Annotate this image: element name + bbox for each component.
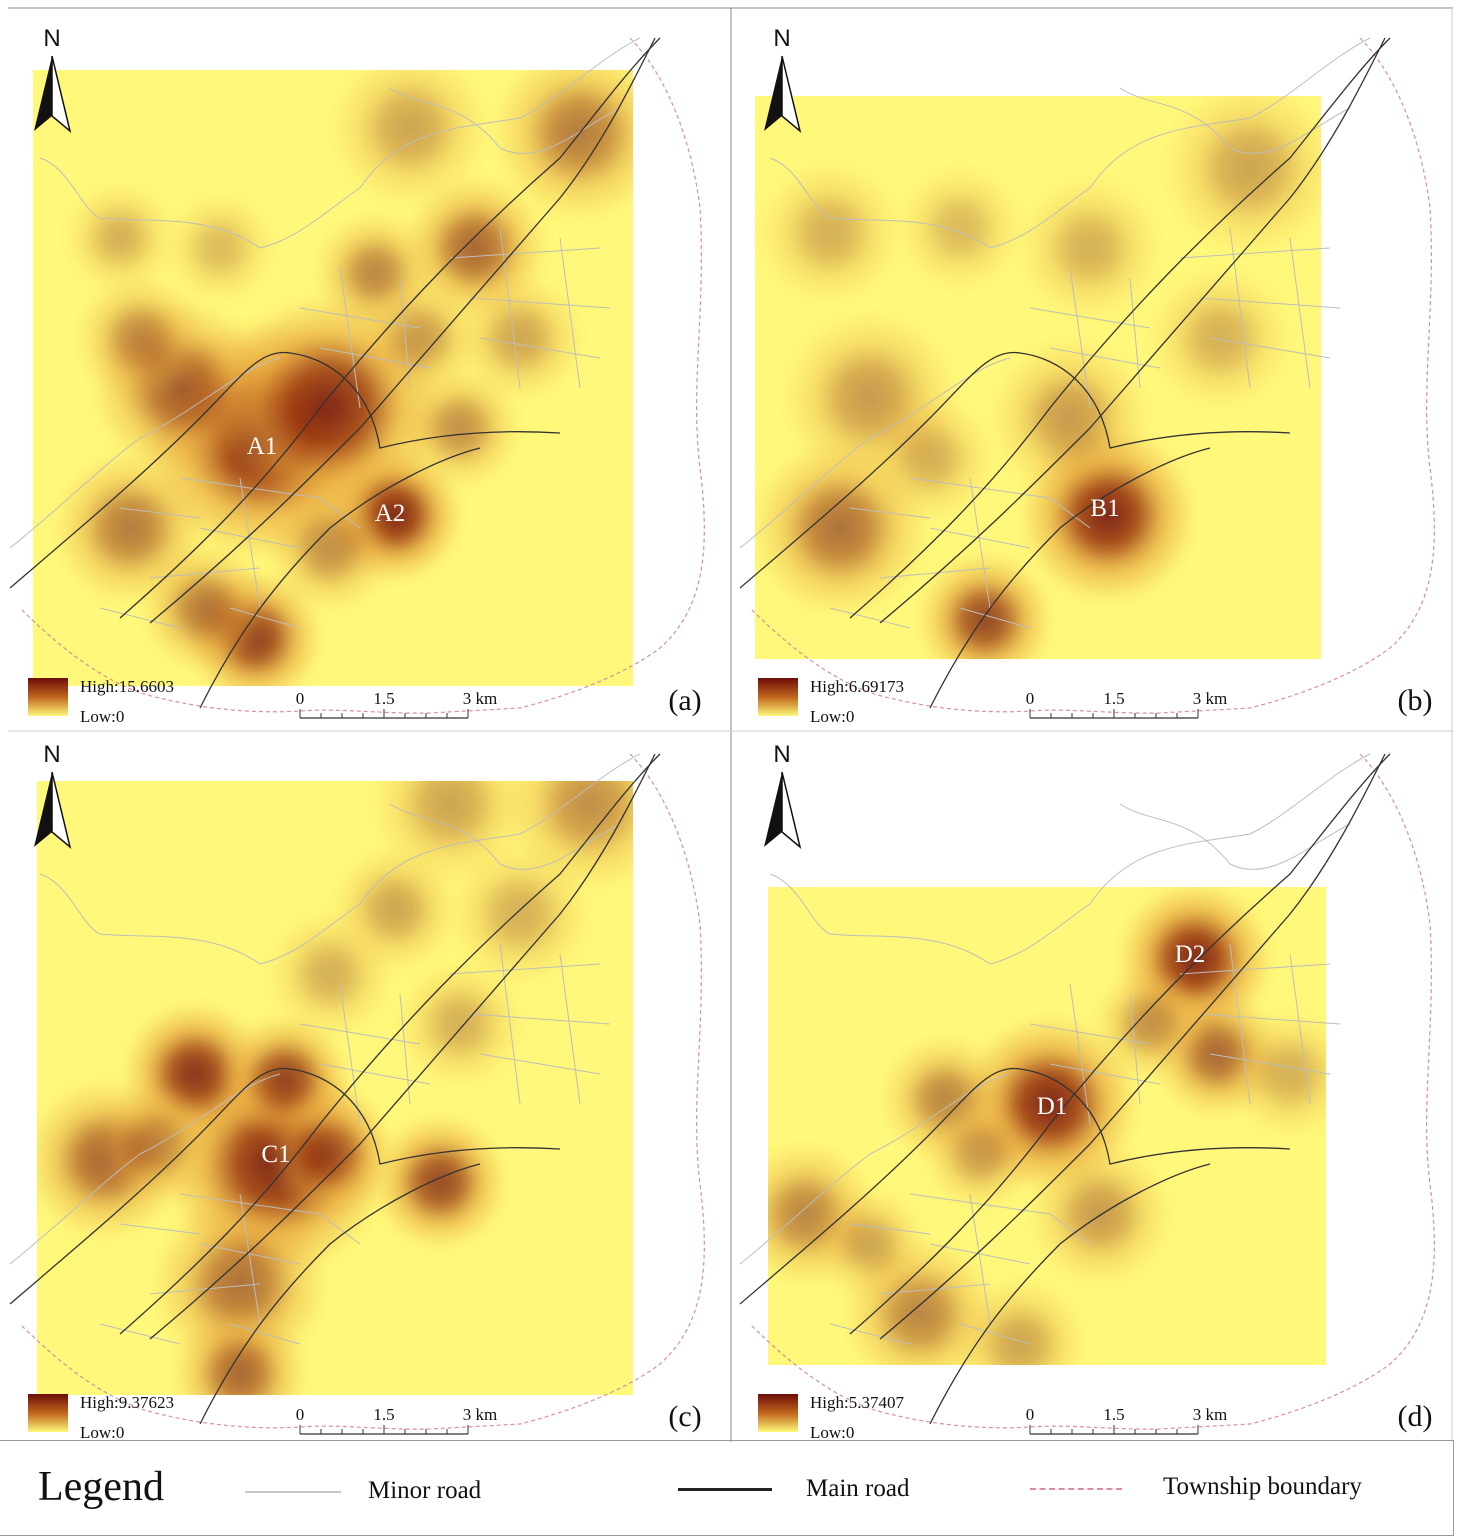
- density-blob: [1028, 1142, 1172, 1286]
- panel-dividers: [8, 7, 1453, 1442]
- density-blob: [164, 192, 276, 304]
- density-blob: [917, 552, 1053, 659]
- density-blob: [866, 394, 994, 522]
- high-value: High:9.37623: [80, 1393, 174, 1412]
- scale-tick-label: 1.5: [373, 689, 394, 708]
- density-ramp: High:9.37623 Low:0: [28, 1393, 174, 1440]
- map-legend: Legend Minor road Main road Township bou…: [0, 1440, 1454, 1536]
- township-boundary: [749, 753, 1435, 1430]
- scale-bar: 0 1.5 3 km: [1026, 1405, 1227, 1435]
- density-blob: [330, 70, 490, 208]
- main-roads: [739, 37, 1391, 709]
- density-ramp: High:6.69173 Low:0: [758, 677, 904, 724]
- north-label: N: [773, 25, 790, 52]
- legend-title: Legend: [38, 1464, 164, 1510]
- scale-bar: 0 1.5 3 km: [1026, 689, 1227, 719]
- township-boundary: [19, 753, 705, 1430]
- density-blob: [53, 451, 207, 605]
- scale-tick-label: 0: [1026, 689, 1035, 708]
- low-value: Low:0: [80, 1423, 124, 1440]
- density-blob: [266, 484, 394, 612]
- north-label: N: [43, 741, 60, 768]
- minor-roads: [9, 37, 641, 629]
- hotspot-label-c1: C1: [261, 1141, 290, 1168]
- panel-tag: (b): [1398, 684, 1433, 717]
- low-value: Low:0: [80, 707, 124, 724]
- main-roads: [9, 37, 661, 709]
- north-label: N: [43, 25, 60, 52]
- density-blob: [372, 1114, 508, 1250]
- north-arrow: N: [34, 741, 72, 850]
- scale-tick-label: 0: [296, 689, 305, 708]
- density-blob: [266, 1090, 394, 1218]
- scale-tick-label: 3 km: [463, 689, 497, 708]
- density-blob: [359, 277, 481, 399]
- hotspot-label-d1: D1: [1037, 1093, 1068, 1120]
- map-panel-d: N D1 D2 High:5.37407 Low:0 0 1.5 3 km (d): [739, 741, 1435, 1440]
- north-label: N: [773, 741, 790, 768]
- main-roads: [739, 753, 1391, 1425]
- minor-road-label: Minor road: [368, 1477, 482, 1504]
- panel-tag: (c): [668, 1400, 701, 1433]
- scale-tick-label: 3 km: [463, 1405, 497, 1424]
- density-blob: [94, 1083, 216, 1205]
- low-value: Low:0: [810, 707, 854, 724]
- hotspot-label-a1: A1: [247, 433, 278, 460]
- main-road-label: Main road: [806, 1475, 910, 1502]
- scale-tick-label: 1.5: [1103, 1405, 1124, 1424]
- density-blob: [266, 910, 394, 1038]
- density-blob: [1226, 1010, 1326, 1138]
- map-panel-a: N A1 A2 High:15.6603 Low:0 0 1.5 3 km (a): [9, 25, 705, 724]
- hotspot-label-d2: D2: [1175, 941, 1206, 968]
- density-blob: [64, 182, 176, 294]
- low-value: Low:0: [810, 1423, 854, 1440]
- minor-roads: [739, 37, 1371, 629]
- township-boundary: [749, 37, 1435, 714]
- north-arrow: N: [34, 25, 72, 134]
- high-value: High:5.37407: [810, 1393, 904, 1412]
- density-blob: [172, 1306, 308, 1395]
- scale-tick-label: 1.5: [1103, 689, 1124, 708]
- north-arrow: N: [764, 25, 802, 134]
- hotspot-label-a2: A2: [375, 500, 406, 527]
- scale-bar: 0 1.5 3 km: [296, 689, 497, 719]
- township-boundary-swatch: [1030, 1488, 1122, 1490]
- scale-tick-label: 1.5: [373, 1405, 394, 1424]
- density-blob: [1162, 96, 1321, 256]
- density-blob: [990, 338, 1150, 498]
- township-boundary: [19, 37, 705, 714]
- density-blob: [76, 274, 204, 402]
- density-blob: [1094, 968, 1206, 1080]
- density-blob: [456, 274, 584, 402]
- density-blob: [1148, 266, 1292, 410]
- density-blob: [924, 1098, 1036, 1210]
- density-blob: [896, 164, 1024, 292]
- scale-bar: 0 1.5 3 km: [296, 1405, 497, 1435]
- scale-tick-label: 3 km: [1193, 689, 1227, 708]
- scale-tick-label: 3 km: [1193, 1405, 1227, 1424]
- density-ramp: High:5.37407 Low:0: [758, 1393, 904, 1440]
- township-boundary-label: Township boundary: [1163, 1473, 1362, 1500]
- density-blob: [758, 161, 902, 305]
- main-road-swatch: [678, 1488, 772, 1491]
- density-ramp: High:15.6603 Low:0: [28, 677, 174, 724]
- density-blob: [814, 1188, 926, 1300]
- map-panel-c: N C1 High:9.37623 Low:0 0 1.5 3 km (c): [9, 741, 705, 1440]
- high-value: High:15.6603: [80, 677, 174, 696]
- density-blob: [492, 70, 633, 221]
- panel-tag: (d): [1398, 1400, 1433, 1433]
- panel-tag: (a): [668, 684, 701, 717]
- north-arrow: N: [764, 741, 802, 850]
- scale-tick-label: 0: [296, 1405, 305, 1424]
- density-blob: [1018, 176, 1162, 320]
- minor-road-swatch: [245, 1491, 341, 1493]
- minor-roads: [9, 753, 641, 1345]
- density-blob: [952, 1276, 1088, 1365]
- main-roads: [9, 753, 661, 1425]
- high-value: High:6.69173: [810, 677, 904, 696]
- scale-tick-label: 0: [1026, 1405, 1035, 1424]
- hotspot-label-b1: B1: [1090, 495, 1119, 522]
- map-panel-b: N B1 High:6.69173 Low:0 0 1.5 3 km (b): [739, 25, 1435, 724]
